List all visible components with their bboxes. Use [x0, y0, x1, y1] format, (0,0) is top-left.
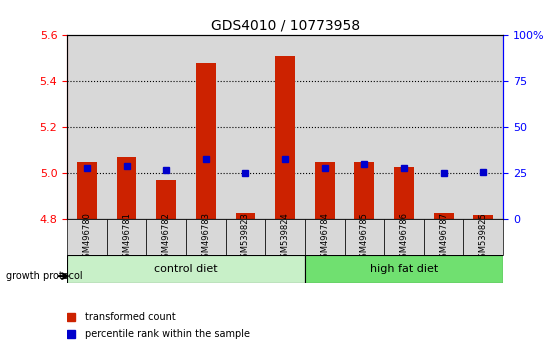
Bar	[344, 35, 384, 219]
Text: GSM539824: GSM539824	[281, 212, 290, 263]
Bar	[463, 35, 503, 219]
Bar	[384, 35, 424, 219]
FancyBboxPatch shape	[266, 219, 305, 255]
Bar	[266, 35, 305, 219]
FancyBboxPatch shape	[146, 219, 186, 255]
FancyBboxPatch shape	[344, 219, 384, 255]
Bar	[67, 35, 107, 219]
FancyBboxPatch shape	[424, 219, 463, 255]
FancyBboxPatch shape	[107, 219, 146, 255]
Bar	[226, 35, 266, 219]
FancyBboxPatch shape	[463, 219, 503, 255]
Title: GDS4010 / 10773958: GDS4010 / 10773958	[211, 19, 359, 33]
Text: GSM496787: GSM496787	[439, 212, 448, 263]
Text: GSM539825: GSM539825	[479, 212, 488, 263]
Bar	[186, 35, 226, 219]
Text: GSM496786: GSM496786	[400, 212, 409, 263]
Bar	[394, 166, 414, 219]
Text: transformed count: transformed count	[84, 312, 176, 322]
Text: GSM496784: GSM496784	[320, 212, 329, 263]
Bar	[473, 215, 493, 219]
Bar	[354, 162, 375, 219]
Bar	[157, 181, 176, 219]
Bar	[424, 35, 463, 219]
FancyBboxPatch shape	[67, 255, 305, 283]
Text: GSM496785: GSM496785	[360, 212, 369, 263]
Bar	[196, 63, 216, 219]
Text: GSM496782: GSM496782	[162, 212, 170, 263]
Text: high fat diet: high fat diet	[370, 264, 438, 274]
Bar	[275, 56, 295, 219]
FancyBboxPatch shape	[186, 219, 226, 255]
Text: growth protocol: growth protocol	[6, 271, 82, 281]
Text: GSM496780: GSM496780	[82, 212, 92, 263]
Text: GSM539823: GSM539823	[241, 212, 250, 263]
Bar	[235, 212, 255, 219]
FancyBboxPatch shape	[305, 255, 503, 283]
Bar	[305, 35, 344, 219]
Text: control diet: control diet	[154, 264, 218, 274]
FancyBboxPatch shape	[226, 219, 266, 255]
FancyBboxPatch shape	[305, 219, 344, 255]
Text: GSM496783: GSM496783	[201, 212, 210, 263]
Bar	[315, 162, 335, 219]
Bar	[107, 35, 146, 219]
Text: percentile rank within the sample: percentile rank within the sample	[84, 329, 249, 339]
FancyBboxPatch shape	[67, 219, 107, 255]
Bar	[434, 212, 453, 219]
Bar	[77, 162, 97, 219]
FancyBboxPatch shape	[384, 219, 424, 255]
Text: GSM496781: GSM496781	[122, 212, 131, 263]
Bar	[146, 35, 186, 219]
Bar	[117, 157, 136, 219]
